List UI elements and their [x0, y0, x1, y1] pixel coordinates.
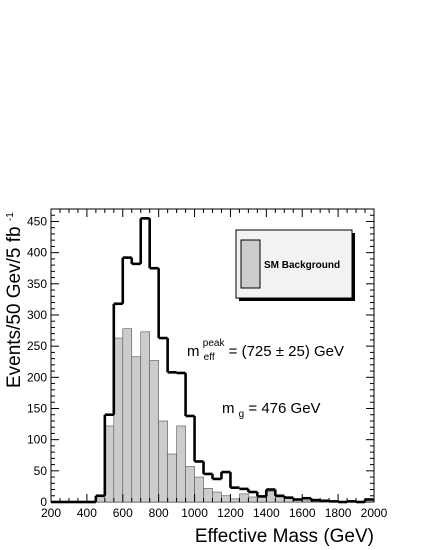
- legend-swatch: [240, 239, 261, 289]
- background-bar: [301, 500, 312, 503]
- legend: SM Background: [235, 229, 355, 301]
- x-tick-label: 1800: [325, 506, 352, 520]
- background-bar: [266, 491, 276, 503]
- peak-annotation: m eff peak = (725 ± 25) GeV: [187, 333, 344, 364]
- background-bar: [176, 425, 186, 503]
- background-bar: [230, 498, 240, 503]
- background-bar: [104, 425, 115, 503]
- background-bar: [158, 420, 168, 503]
- background-bar: [149, 360, 159, 503]
- x-tick-label: 600: [113, 506, 133, 520]
- mass-annotation-rest: = 476 GeV: [248, 400, 320, 417]
- peak-annotation-m: m: [187, 343, 200, 360]
- y-axis-title: Events/50 Gev/5 fb -1: [4, 212, 25, 388]
- y-tick-label: 100: [27, 433, 47, 447]
- y-tick-label: 50: [34, 464, 48, 478]
- peak-annotation-sup: peak: [203, 338, 226, 349]
- background-bar: [113, 337, 124, 503]
- background-bar: [212, 491, 222, 503]
- background-bar: [239, 493, 249, 503]
- x-tick-label: 800: [149, 506, 169, 520]
- background-bar: [203, 487, 213, 503]
- background-bar: [122, 328, 133, 503]
- axis-ticks: [50, 208, 375, 503]
- axis-tick-labels: 200 400 600 800 1000 1200 1400 1600 1800 2000 0 50 1…: [27, 214, 388, 520]
- x-tick-label: 1200: [217, 506, 244, 520]
- background-bar: [131, 356, 142, 503]
- background-bar: [185, 466, 195, 503]
- y-tick-label: 0: [40, 495, 47, 509]
- background-bar: [194, 476, 204, 503]
- mass-annotation: m g = 476 GeV: [222, 400, 321, 421]
- x-tick-label: 400: [77, 506, 97, 520]
- background-bar: [167, 453, 177, 503]
- x-tick-label: 1400: [253, 506, 280, 520]
- peak-annotation-sub: eff: [204, 352, 215, 363]
- y-tick-label: 400: [27, 246, 47, 260]
- background-bar: [221, 495, 231, 503]
- y-tick-label: 200: [27, 370, 47, 384]
- x-tick-label: 1600: [289, 506, 316, 520]
- x-axis-title: Effective Mass (GeV): [195, 526, 374, 547]
- legend-label: SM Background: [264, 260, 340, 271]
- mass-annotation-sub: g: [239, 409, 245, 420]
- y-tick-label: 350: [27, 277, 47, 291]
- background-bar: [140, 331, 150, 503]
- background-bar: [275, 496, 285, 503]
- x-tick-label: 2000: [361, 506, 388, 520]
- y-tick-label: 450: [27, 214, 47, 228]
- background-bar: [248, 496, 258, 503]
- x-tick-label: 200: [41, 506, 61, 520]
- background-bar: [310, 501, 321, 503]
- y-tick-label: 150: [27, 401, 47, 415]
- background-histogram: [95, 328, 330, 503]
- y-tick-label: 250: [27, 339, 47, 353]
- y-axis-title-main: Events/50 Gev/5 fb: [4, 226, 25, 388]
- peak-annotation-rest: = (725 ± 25) GeV: [229, 343, 344, 360]
- y-tick-label: 300: [27, 308, 47, 322]
- mass-annotation-m: m: [222, 400, 235, 417]
- y-axis-title-sup: -1: [5, 212, 16, 221]
- x-tick-label: 1000: [181, 506, 208, 520]
